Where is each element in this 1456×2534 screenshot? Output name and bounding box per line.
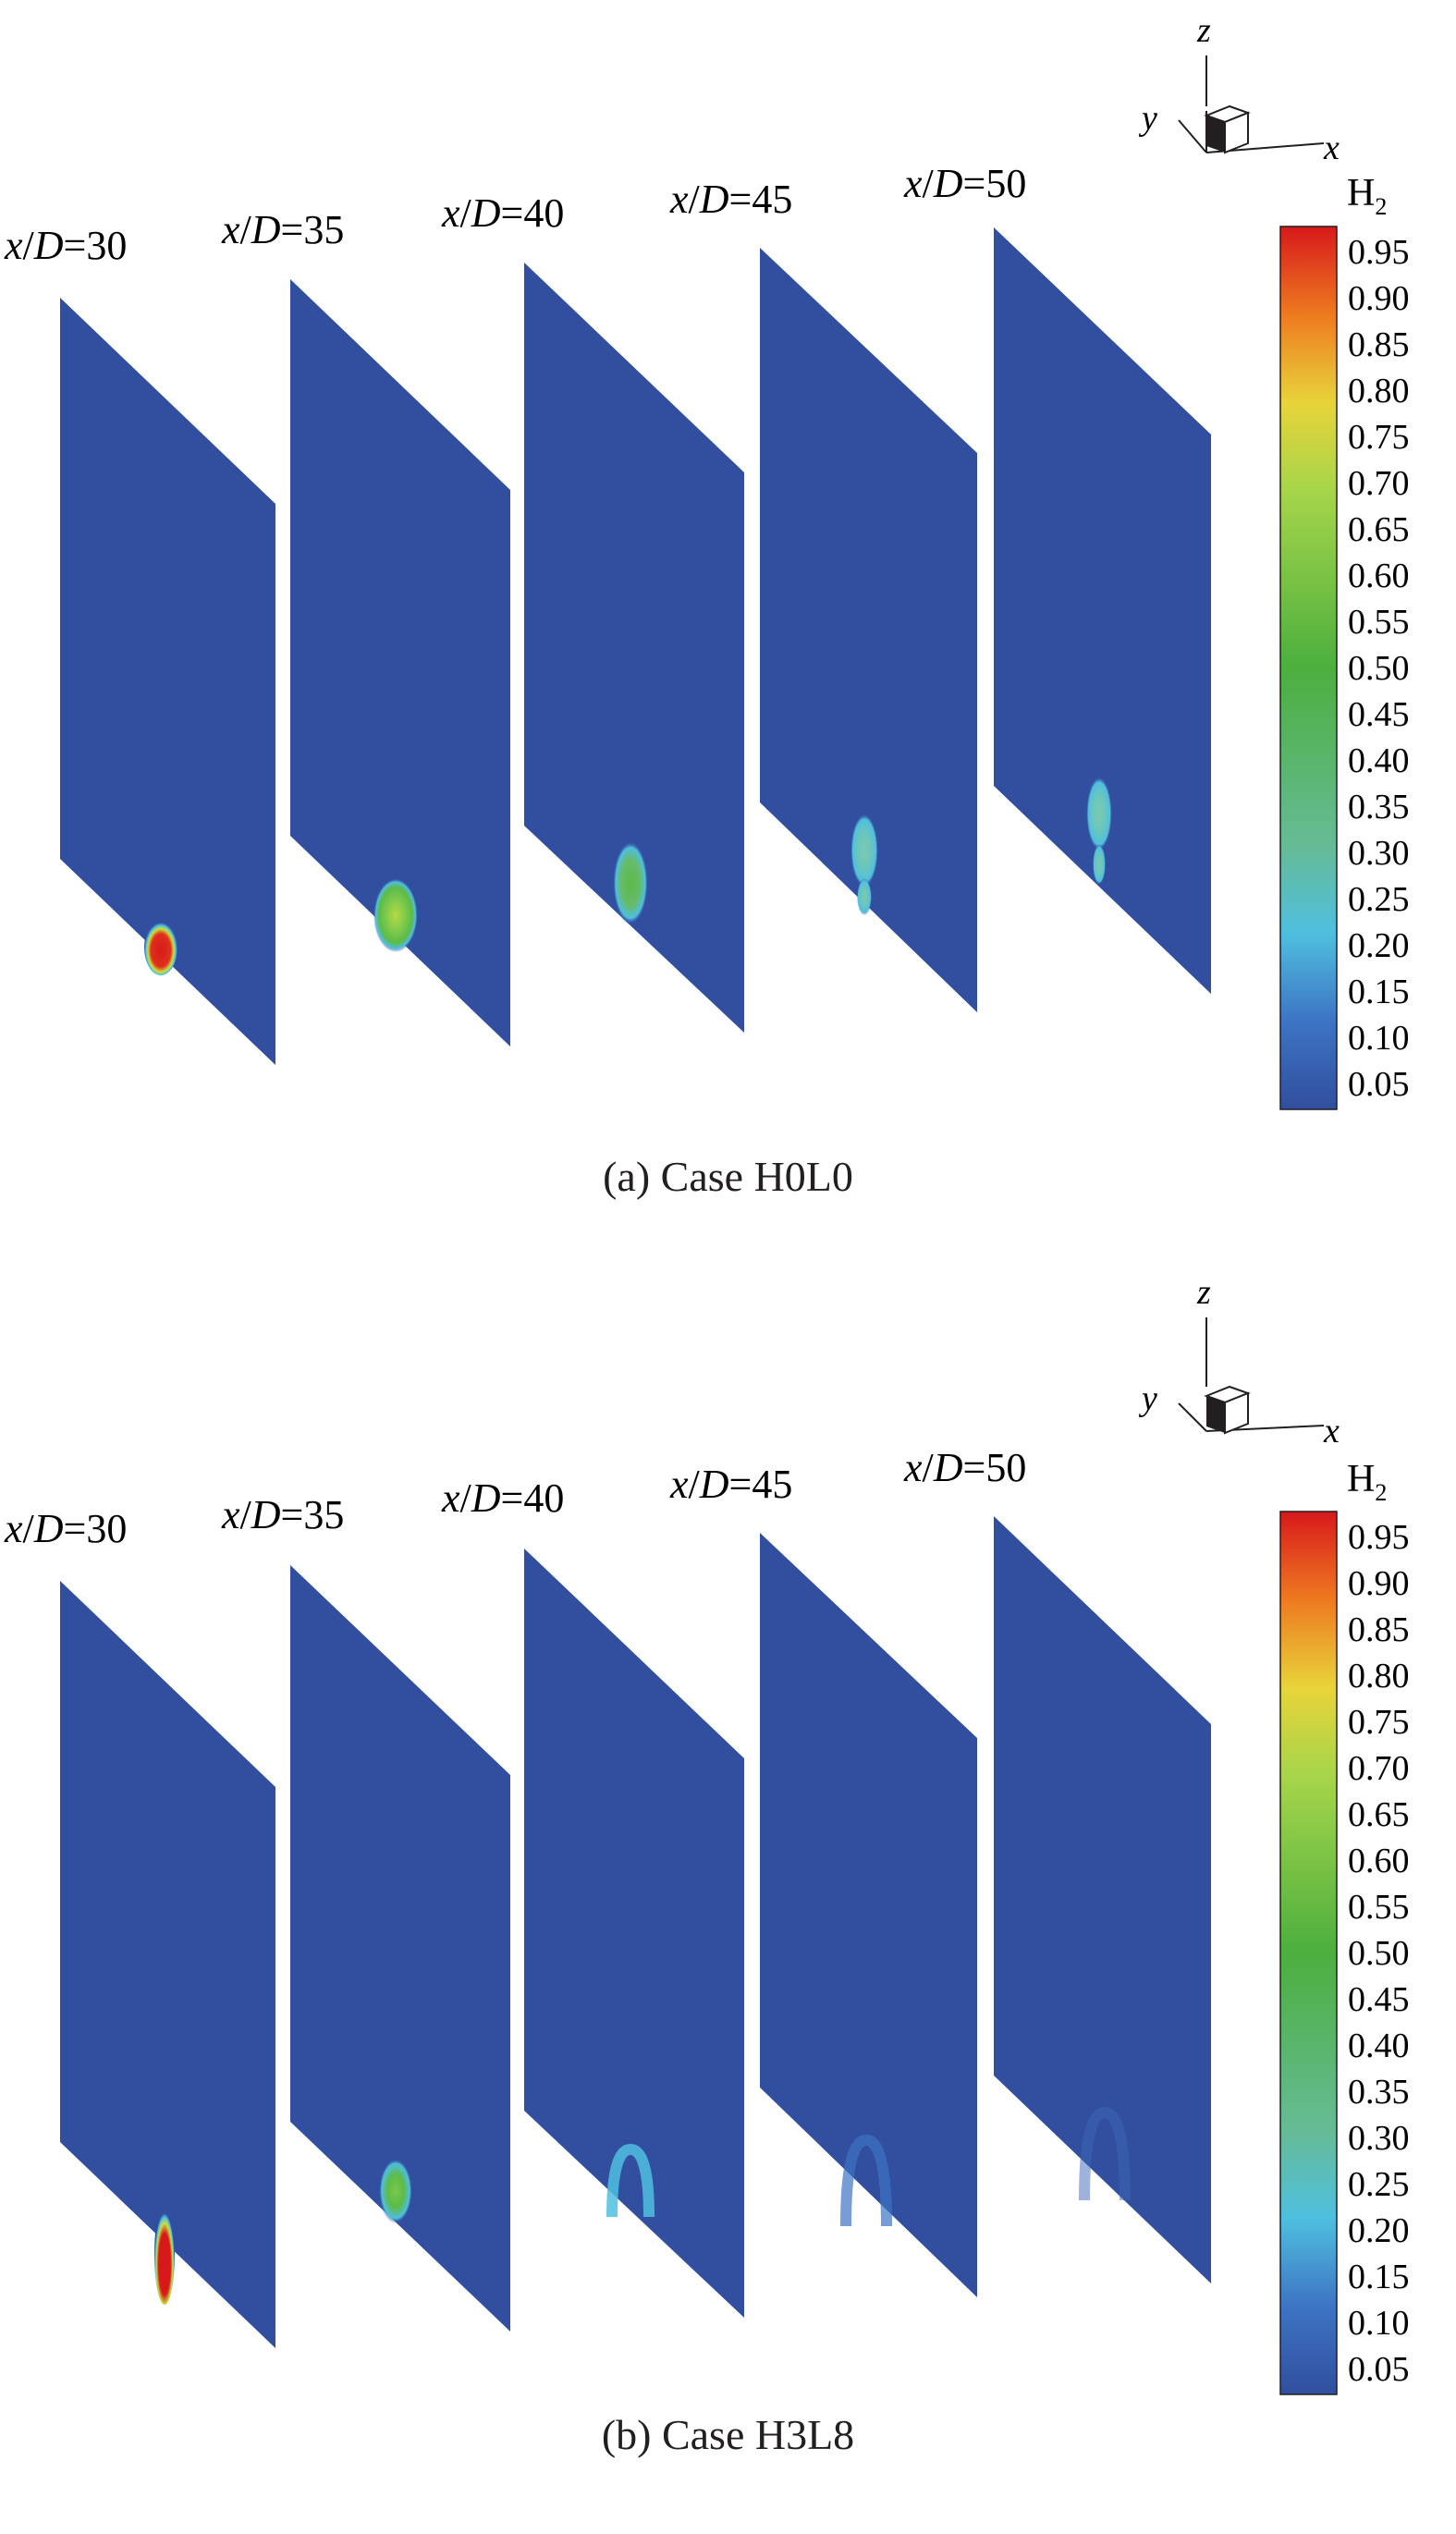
colorbar-tick: 0.50 [1348, 649, 1410, 688]
slice-4-plane [760, 1533, 977, 2297]
slice-1-label: x/D=30 [4, 1506, 127, 1551]
colorbar-tick: 0.05 [1348, 1065, 1410, 1104]
slice-5-plane [994, 1516, 1211, 2283]
colorbar-tick: 0.25 [1348, 880, 1410, 919]
slice-5-label: x/D=50 [903, 161, 1026, 206]
colorbar-title: H2 [1347, 1458, 1387, 1506]
slice-3-plume [606, 2143, 655, 2218]
x-axis-label: x [1323, 1412, 1340, 1451]
colorbar-tick: 0.70 [1348, 1749, 1410, 1788]
slice-1-plane [60, 1581, 275, 2348]
colorbar-tick: 0.90 [1348, 279, 1410, 318]
slice-5: x/D=50 [903, 1445, 1211, 2283]
colorbar-tick: 0.70 [1348, 464, 1410, 503]
slice-2-label: x/D=35 [221, 1492, 344, 1537]
slice-2-plume [373, 878, 418, 952]
y-axis-label: y [1138, 99, 1157, 138]
slice-4-plume [840, 2134, 892, 2227]
colorbar-tick: 0.90 [1348, 1564, 1410, 1603]
colorbar-tick: 0.45 [1348, 695, 1410, 734]
slice-5-label: x/D=50 [903, 1445, 1026, 1490]
slice-1: x/D=30 [4, 1506, 275, 2348]
slice-1-plane [60, 298, 275, 1065]
colorbar-tick: 0.40 [1348, 2026, 1410, 2065]
slice-1-label: x/D=30 [4, 223, 127, 268]
colorbar-bar [1279, 1511, 1338, 2395]
colorbar: H2 0.95 0.90 0.85 0.80 0.75 0.70 0.65 0.… [1279, 1458, 1410, 2395]
z-axis-label: z [1196, 1273, 1211, 1312]
slice-3-label: x/D=40 [441, 1475, 564, 1521]
colorbar-tick: 0.75 [1348, 1703, 1410, 1742]
slice-2-plume [379, 2159, 412, 2223]
slice-4-label: x/D=45 [669, 177, 792, 222]
colorbar-tick: 0.80 [1348, 372, 1410, 410]
colorbar-tick: 0.75 [1348, 418, 1410, 457]
colorbar-tick: 0.60 [1348, 1842, 1410, 1880]
colorbar-tick: 0.05 [1348, 2350, 1410, 2389]
slice-4-plane [760, 248, 977, 1012]
axis-triad: z y x [1138, 11, 1340, 167]
colorbar: H2 0.95 0.90 0.85 0.80 0.75 0.70 0.65 0.… [1279, 172, 1410, 1110]
colorbar-tick: 0.20 [1348, 926, 1410, 965]
colorbar-tick: 0.95 [1348, 233, 1410, 272]
slice-4: x/D=45 [669, 1462, 977, 2297]
slice-1: x/D=30 [4, 223, 275, 1065]
slice-3-plane [524, 1549, 744, 2318]
colorbar-tick: 0.95 [1348, 1518, 1410, 1557]
colorbar-tick: 0.80 [1348, 1657, 1410, 1695]
axis-triad: z y x [1138, 1273, 1340, 1451]
colorbar-tick: 0.65 [1348, 1795, 1410, 1834]
colorbar-tick: 0.15 [1348, 2258, 1410, 2296]
colorbar-tick: 0.10 [1348, 1019, 1410, 1058]
slice-2-plane [290, 279, 510, 1047]
slice-4-plume [850, 814, 878, 888]
slice-3-plume [613, 841, 648, 924]
slice-2: x/D=35 [221, 207, 510, 1047]
panel-b-scene: z y x x/D=30 x/D=35 x/D=40 x/D=45 [4, 1273, 1410, 2395]
colorbar-tick: 0.35 [1348, 2073, 1410, 2112]
colorbar-title: H2 [1347, 172, 1387, 220]
slice-4: x/D=45 [669, 177, 977, 1012]
slice-4-label: x/D=45 [669, 1462, 792, 1507]
caption-b: (b) Case H3L8 [601, 2411, 855, 2458]
slice-2-plane [290, 1565, 510, 2332]
colorbar-bar [1279, 226, 1338, 1110]
colorbar-tick: 0.50 [1348, 1934, 1410, 1973]
panel-a-scene: z y x x/D=30 x/D=35 x/D=40 x/D=45 [4, 11, 1410, 1110]
slice-2-label: x/D=35 [221, 207, 344, 252]
colorbar-tick: 0.35 [1348, 788, 1410, 826]
panel-b: z y x x/D=30 x/D=35 x/D=40 x/D=45 [0, 1267, 1456, 2534]
slice-3-label: x/D=40 [441, 190, 564, 236]
slice-5: x/D=50 [903, 161, 1211, 994]
colorbar-tick: 0.55 [1348, 1888, 1410, 1927]
colorbar-tick: 0.30 [1348, 2119, 1410, 2158]
slice-5-plume [1079, 2106, 1131, 2201]
colorbar-tick: 0.40 [1348, 741, 1410, 780]
colorbar-tick: 0.15 [1348, 973, 1410, 1011]
y-axis-label: y [1138, 1379, 1157, 1418]
colorbar-tick: 0.10 [1348, 2304, 1410, 2343]
slice-3-plane [524, 263, 744, 1033]
slice-2: x/D=35 [221, 1492, 510, 2332]
slice-1-plume [144, 920, 177, 975]
colorbar-tick: 0.30 [1348, 834, 1410, 873]
colorbar-tick: 0.25 [1348, 2165, 1410, 2204]
slice-3: x/D=40 [441, 1475, 744, 2318]
slice-1-plume [154, 2203, 175, 2305]
colorbar-tick: 0.60 [1348, 557, 1410, 595]
colorbar-tick: 0.45 [1348, 1980, 1410, 2019]
caption-a: (a) Case H0L0 [603, 1153, 853, 1200]
colorbar-tick: 0.85 [1348, 1610, 1410, 1649]
colorbar-tick: 0.85 [1348, 325, 1410, 364]
colorbar-tick: 0.55 [1348, 603, 1410, 642]
colorbar-tick: 0.20 [1348, 2211, 1410, 2250]
slice-3: x/D=40 [441, 190, 744, 1033]
panel-a: z y x x/D=30 x/D=35 x/D=40 x/D=45 [4, 11, 1410, 1200]
colorbar-tick: 0.65 [1348, 510, 1410, 549]
slice-5-plume [1086, 777, 1112, 851]
slice-5-plane [994, 227, 1211, 994]
x-axis-label: x [1323, 129, 1340, 167]
z-axis-label: z [1196, 11, 1211, 50]
